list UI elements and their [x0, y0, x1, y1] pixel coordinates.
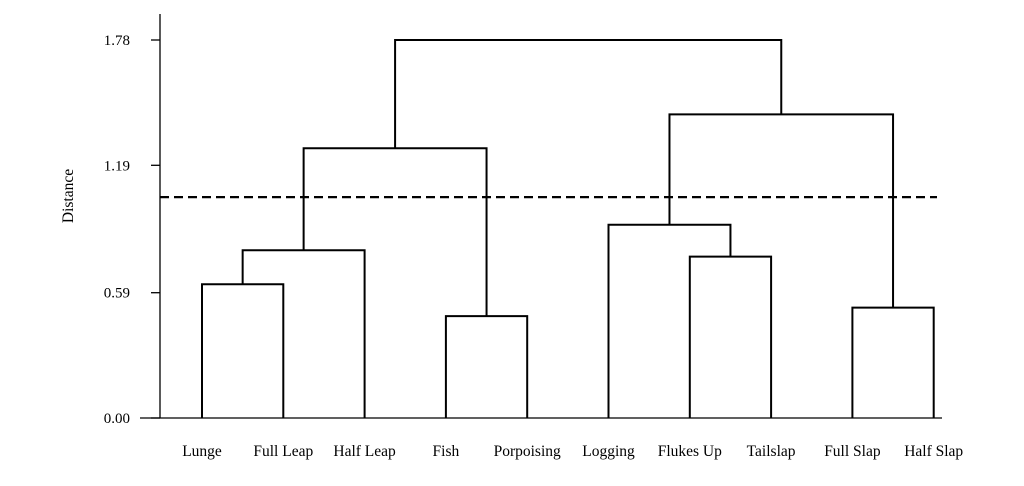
- cluster-link-1: [201, 283, 285, 418]
- y-tick-label: 0.00: [104, 411, 130, 427]
- cluster-link-4: [302, 147, 488, 317]
- leaf-label: Lunge: [182, 443, 222, 460]
- dendrogram-links: [201, 39, 935, 418]
- axes: [140, 14, 942, 419]
- y-tick-label: 1.19: [104, 158, 130, 174]
- cluster-link-5: [688, 255, 773, 418]
- cluster-link-8: [668, 113, 895, 308]
- leaf-label: Tailslap: [747, 443, 796, 460]
- y-axis-label: Distance: [60, 169, 77, 223]
- y-tick-label: 0.59: [104, 286, 130, 302]
- leaf-label: Half Leap: [333, 443, 396, 460]
- cluster-link-6: [607, 223, 732, 418]
- y-ticks: 0.00 0.59 1.19 1.78: [104, 33, 160, 427]
- cluster-link-9: [394, 39, 783, 149]
- leaf-label: Full Leap: [253, 443, 313, 460]
- cluster-link-7: [851, 306, 935, 418]
- leaf-label: Flukes Up: [658, 443, 722, 460]
- cluster-link-2: [241, 249, 366, 418]
- leaf-label: Logging: [582, 443, 635, 460]
- cluster-link-3: [444, 315, 529, 418]
- y-tick-label: 1.78: [104, 33, 130, 49]
- leaf-labels: Lunge Full Leap Half Leap Fish Porpoising Log…: [182, 443, 963, 460]
- leaf-label: Porpoising: [494, 443, 561, 460]
- leaf-label: Half Slap: [904, 443, 963, 460]
- leaf-label: Fish: [433, 443, 460, 460]
- leaf-label: Full Slap: [824, 443, 881, 460]
